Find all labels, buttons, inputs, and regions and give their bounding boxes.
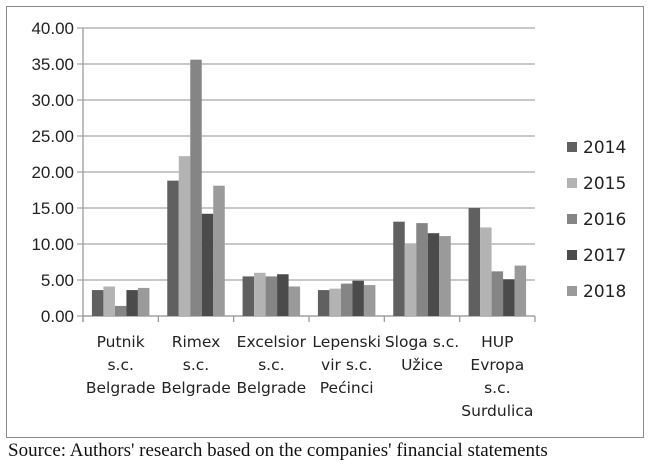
y-tick-label: 20.00 <box>31 163 74 182</box>
bar-2017 <box>201 213 214 316</box>
bar-2017 <box>427 233 440 316</box>
category-label: s.c. <box>183 356 209 374</box>
category-label: Belgrade <box>86 379 156 397</box>
bar-2018 <box>213 185 225 316</box>
legend-label-2017: 2017 <box>583 246 626 266</box>
category-label: HUP <box>481 333 513 351</box>
y-tick-label: 35.00 <box>31 55 74 74</box>
bar-2015 <box>178 156 191 316</box>
category-label: Belgrade <box>237 379 307 397</box>
bar-2014 <box>167 180 179 316</box>
category-label: Evropa <box>470 356 524 374</box>
legend-label-2015: 2015 <box>583 174 626 194</box>
chart-frame <box>6 6 644 438</box>
bar-2018 <box>439 236 451 316</box>
legend-swatch-2016 <box>567 214 577 224</box>
bar-2016 <box>265 276 278 316</box>
source-note: Source: Authors' research based on the c… <box>8 440 548 461</box>
legend-label-2018: 2018 <box>583 282 626 302</box>
category-label: Putnik <box>97 333 145 351</box>
bar-2018 <box>514 265 527 316</box>
legend-label-2014: 2014 <box>583 138 626 158</box>
bar-2015 <box>480 227 492 316</box>
legend-swatch-2018 <box>567 286 577 296</box>
legend-swatch-2017 <box>567 250 577 260</box>
bar-2015 <box>254 272 266 316</box>
bar-2017 <box>503 279 515 316</box>
category-label: Belgrade <box>161 379 231 397</box>
bar-2014 <box>317 290 330 316</box>
category-label: s.c. <box>484 379 510 397</box>
legend-swatch-2014 <box>567 142 577 152</box>
bar-2014 <box>242 276 255 316</box>
category-label: s.c. <box>258 356 284 374</box>
bar-2017 <box>277 274 289 316</box>
bar-2016 <box>491 271 504 316</box>
bar-2014 <box>91 290 104 316</box>
bar-2017 <box>352 280 364 316</box>
bar-2016 <box>340 283 353 316</box>
category-label: Pećinci <box>320 379 374 397</box>
category-label: Surdulica <box>461 402 533 420</box>
y-tick-label: 40.00 <box>31 19 74 38</box>
y-tick-label: 0.00 <box>41 307 74 326</box>
y-tick-label: 10.00 <box>31 235 74 254</box>
category-label: s.c. <box>107 356 133 374</box>
legend-label-2016: 2016 <box>583 210 626 230</box>
category-label: Užice <box>401 356 443 374</box>
legend-swatch-2015 <box>567 178 577 188</box>
bar-2016 <box>114 305 127 316</box>
category-label: Rimex <box>172 333 221 351</box>
bar-2015 <box>103 286 115 316</box>
bar-2018 <box>363 285 376 316</box>
category-label: Excelsior <box>237 333 307 351</box>
category-label: vir s.c. <box>321 356 372 374</box>
y-tick-label: 30.00 <box>31 91 74 110</box>
bar-2016 <box>416 223 428 316</box>
bar-2014 <box>393 221 405 316</box>
bar-2015 <box>329 288 341 316</box>
bar-2017 <box>126 290 138 316</box>
bar-2016 <box>190 59 202 317</box>
bar-2018 <box>137 287 150 316</box>
bar-2015 <box>404 244 417 316</box>
bar-2018 <box>288 286 301 316</box>
y-tick-label: 15.00 <box>31 199 74 218</box>
category-label: Sloga s.c. <box>385 333 459 351</box>
category-label: Lepenski <box>312 333 380 351</box>
bar-chart: 0.00 5.00 10.00 15.00 20.00 25.00 30.00 35.00 40… <box>31 19 626 420</box>
bar-2014 <box>468 208 481 316</box>
y-tick-label: 5.00 <box>41 271 74 290</box>
y-tick-label: 25.00 <box>31 127 74 146</box>
